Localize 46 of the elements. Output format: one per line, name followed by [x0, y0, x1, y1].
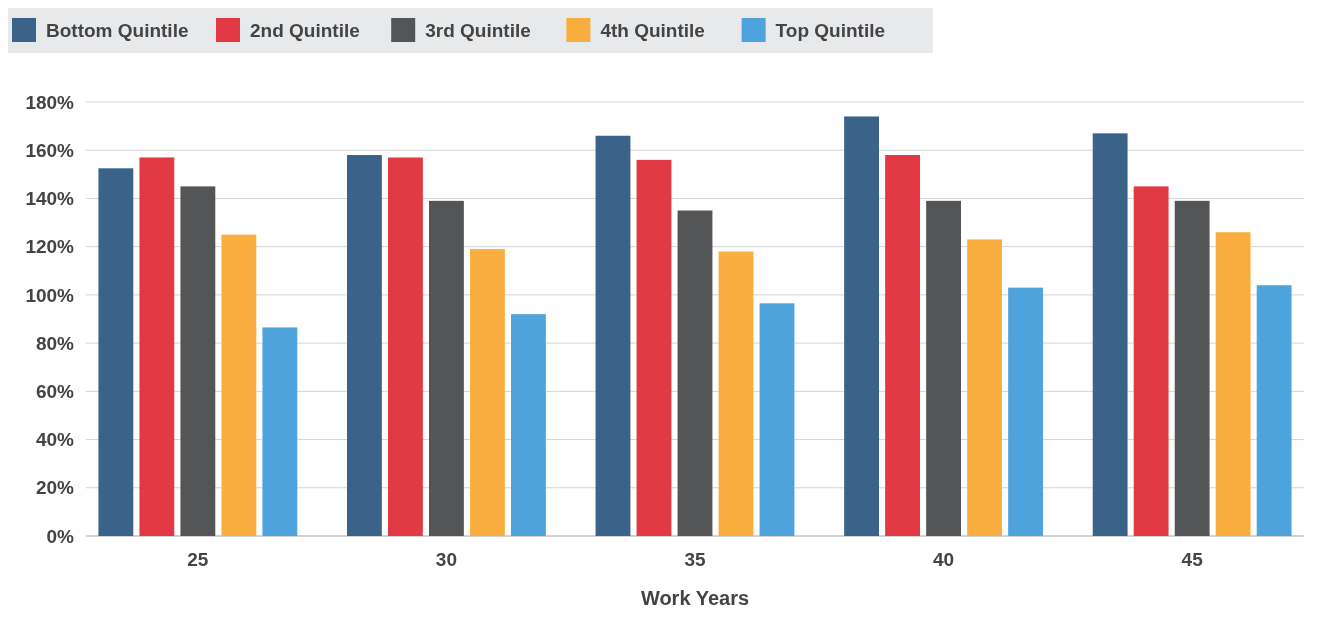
bar [511, 314, 546, 536]
y-tick-label: 40% [35, 429, 75, 451]
bar [1008, 287, 1043, 536]
bar [967, 239, 1002, 536]
y-tick-label: 60% [35, 380, 75, 402]
y-tick-label: 160% [25, 139, 75, 161]
bar [595, 135, 631, 536]
bar [221, 234, 257, 536]
y-tick-label: 0% [46, 525, 75, 547]
bar [1256, 285, 1292, 536]
x-tick-label: 30 [435, 549, 457, 570]
bar [139, 157, 175, 536]
bar [926, 200, 961, 536]
x-tick-label: 45 [1181, 549, 1204, 570]
legend-label: Bottom Quintile [46, 19, 189, 41]
legend-label: 3rd Quintile [425, 19, 531, 41]
bar [98, 168, 134, 536]
y-tick-label: 80% [35, 332, 75, 354]
y-tick-label: 20% [35, 477, 75, 499]
bar [180, 186, 216, 536]
legend-label: 4th Quintile [600, 19, 705, 41]
bar [1174, 200, 1210, 536]
bar [429, 200, 464, 536]
x-tick-label: 40 [933, 549, 955, 570]
y-tick-label: 100% [25, 284, 75, 306]
legend-label: Top Quintile [775, 19, 886, 41]
bar [844, 116, 879, 536]
y-tick-label: 120% [25, 236, 75, 258]
y-tick-label: 140% [25, 188, 75, 210]
bar [677, 210, 713, 536]
bar [388, 157, 423, 536]
legend-label: 2nd Quintile [250, 19, 360, 41]
bar [1133, 186, 1169, 536]
y-tick-label: 180% [25, 91, 75, 113]
bar [885, 155, 920, 536]
bar [759, 303, 795, 536]
bar [347, 155, 382, 536]
bar [262, 327, 298, 536]
bar [470, 249, 505, 536]
bar [1215, 232, 1251, 536]
bar [1092, 133, 1128, 536]
x-tick-label: 25 [187, 549, 209, 570]
x-axis-title: Work Years [640, 587, 750, 609]
x-tick-label: 35 [684, 549, 706, 570]
bar [718, 251, 754, 536]
bar [636, 159, 672, 536]
